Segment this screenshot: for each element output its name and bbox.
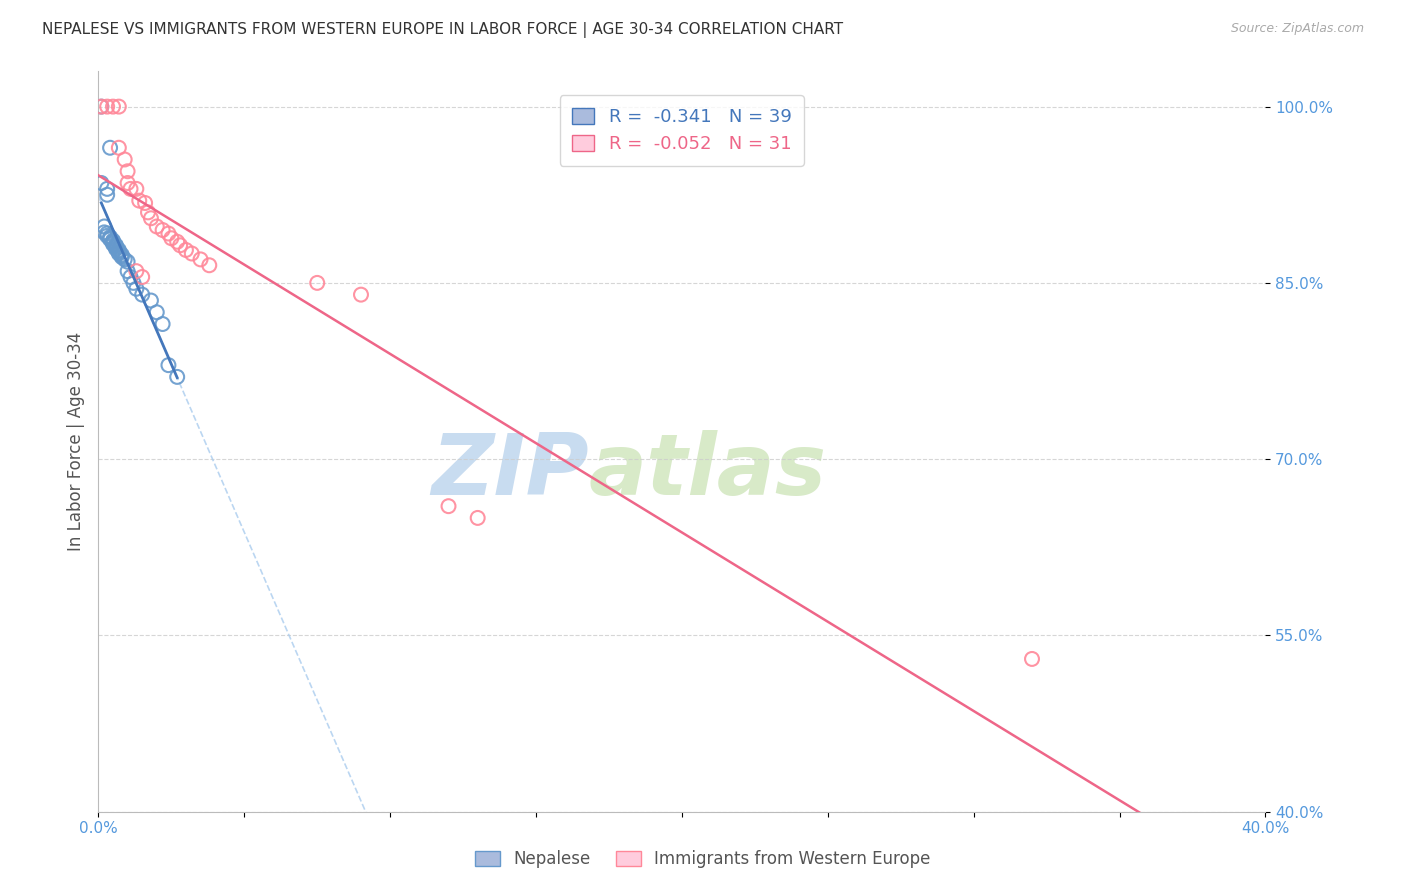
Point (108, 141, 131, 155)
Y-axis label: In Labor Force | Age 30-34: In Labor Force | Age 30-34 (66, 332, 84, 551)
Point (101, 235, 124, 250)
Point (128, 194, 150, 208)
Point (96, 100, 118, 114)
Point (160, 231, 183, 245)
Point (114, 153, 136, 167)
Text: ZIP: ZIP (430, 430, 589, 513)
Point (104, 239, 127, 253)
Point (139, 293, 162, 308)
Point (108, 246, 131, 260)
Point (108, 100, 131, 114)
Point (139, 211, 162, 226)
Point (114, 252, 136, 267)
Point (467, 511, 489, 525)
Point (166, 370, 188, 384)
Point (117, 164, 139, 178)
Point (146, 305, 169, 319)
Point (350, 287, 373, 301)
Point (174, 243, 197, 257)
Point (117, 176, 139, 190)
Text: NEPALESE VS IMMIGRANTS FROM WESTERN EUROPE IN LABOR FORCE | AGE 30-34 CORRELATIO: NEPALESE VS IMMIGRANTS FROM WESTERN EURO… (42, 22, 844, 38)
Point (108, 245, 131, 260)
Legend: R =  -0.341   N = 39, R =  -0.052   N = 31: R = -0.341 N = 39, R = -0.052 N = 31 (560, 95, 804, 166)
Point (198, 258, 221, 272)
Point (90, 100, 112, 114)
Point (111, 250, 134, 264)
Point (131, 270, 153, 285)
Point (136, 205, 159, 219)
Text: Source: ZipAtlas.com: Source: ZipAtlas.com (1230, 22, 1364, 36)
Legend: Nepalese, Immigrants from Western Europe: Nepalese, Immigrants from Western Europe (468, 844, 938, 875)
Point (101, 100, 124, 114)
Point (96, 187, 118, 202)
Point (96, 227, 118, 241)
Point (108, 243, 131, 257)
Point (98, 230, 121, 244)
Point (122, 276, 145, 290)
Point (180, 246, 202, 260)
Point (93, 225, 115, 239)
Point (108, 244, 131, 259)
Point (307, 276, 329, 290)
Point (98, 231, 121, 245)
Point (152, 317, 174, 331)
Point (125, 182, 148, 196)
Point (104, 238, 127, 252)
Point (101, 234, 124, 248)
Point (146, 219, 169, 234)
Point (120, 182, 142, 196)
Point (101, 237, 124, 252)
Point (1021, 652, 1043, 666)
Point (120, 270, 142, 285)
Point (111, 249, 134, 263)
Point (152, 223, 174, 237)
Point (93, 219, 115, 234)
Point (117, 254, 139, 268)
Point (111, 248, 134, 262)
Point (104, 241, 127, 255)
Point (101, 235, 124, 249)
Point (437, 499, 460, 513)
Point (98, 232, 121, 246)
Point (190, 252, 212, 267)
Point (157, 227, 180, 241)
Point (125, 282, 148, 296)
Point (98, 141, 121, 155)
Point (104, 242, 127, 256)
Point (90, 176, 112, 190)
Point (96, 228, 118, 243)
Point (169, 238, 191, 252)
Point (117, 264, 139, 278)
Point (125, 264, 148, 278)
Point (96, 182, 118, 196)
Point (157, 358, 180, 372)
Point (90, 100, 112, 114)
Text: atlas: atlas (589, 430, 827, 513)
Point (131, 287, 153, 301)
Point (134, 196, 156, 211)
Point (166, 235, 188, 249)
